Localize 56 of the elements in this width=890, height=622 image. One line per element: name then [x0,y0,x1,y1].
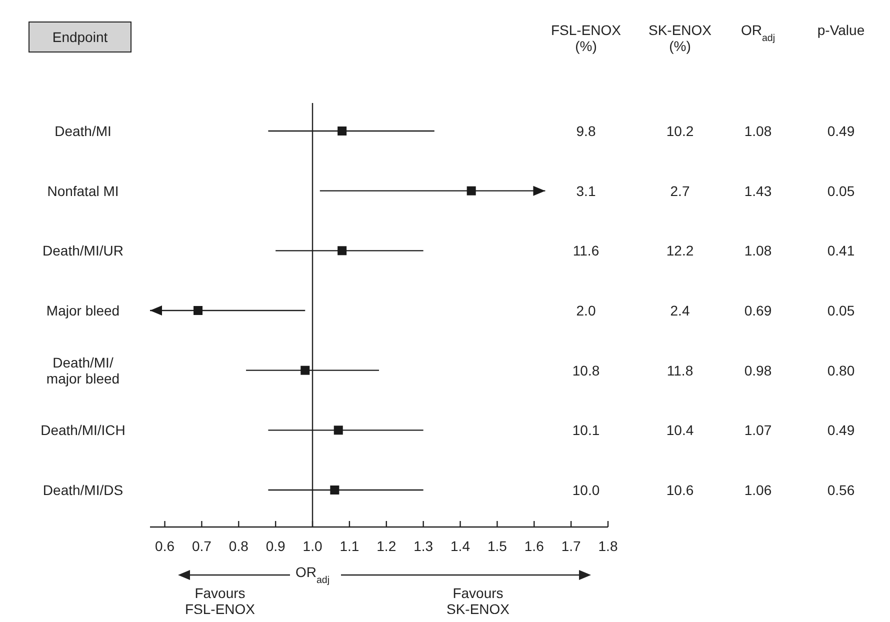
x-tick-label: 0.6 [155,538,175,554]
annotation: 3.1 [576,182,596,199]
x-axis-title: OR$_{adj}$ [295,564,330,586]
x-tick-label: 0.9 [266,538,286,554]
x-tick-label: 1.4 [450,538,470,554]
text: 2.7 [670,182,690,199]
text: 0.49 [827,123,855,139]
x-tick-label: 1.1 [340,538,360,554]
text: 10.4 [666,422,694,438]
text: Favours SK-ENOX [446,585,510,618]
x-tick-label: 1.2 [376,538,396,554]
x-tick-label: 1.5 [487,538,508,554]
text: 12.2 [666,242,694,259]
text: 0.80 [827,362,855,378]
data-label: 0.69 [744,302,772,318]
text: 0.05 [827,302,855,318]
data-label: 1.08 [744,123,772,139]
y-tick-label: Death/MI/UR [42,242,124,259]
annotation: 11.6 [572,242,600,259]
text: 2.4 [670,302,690,318]
y-tick-label: Major bleed [46,302,120,318]
data-label: 0.98 [744,362,772,378]
x-tick-label: 1.8 [598,538,618,554]
y-tick-label: Death/MI/ICH [40,422,126,438]
annotation: 10.1 [572,422,600,438]
annotation: 2.0 [576,302,596,318]
annotation: 10.8 [572,362,600,378]
annotation: 9.8 [576,123,596,139]
x-tick-label: 1.7 [561,538,582,554]
x-tick-label: 0.8 [228,538,249,554]
x-tick-label: 1.6 [524,538,544,554]
x-tick-label: 0.7 [192,538,212,554]
y-tick-label: Death/MI/DS [42,482,124,498]
text: Favours FSL-ENOX [184,585,256,618]
text: 0.41 [827,242,855,259]
y-tick-label: Death/MI/ major bleed [46,354,120,386]
text: 10.2 [666,123,694,139]
data-label: 1.43 [744,182,772,199]
text: 0.49 [827,422,855,438]
data-label: 1.06 [744,482,772,498]
text: OR$_{adj}$ [740,22,776,44]
text: SK-ENOX (%) [648,22,712,54]
data-label: 1.08 [744,242,772,259]
text: 10.6 [666,482,694,498]
x-tick-label: 1.0 [302,538,322,554]
text: Endpoint [52,29,108,45]
text: 0.56 [827,482,855,498]
text: p-Value [817,22,865,38]
data-label: 1.07 [744,422,772,438]
text: 0.05 [827,182,855,199]
x-tick-label: 1.3 [414,538,434,554]
annotation: 10.0 [572,482,600,498]
text: FSL-ENOX (%) [550,22,622,54]
y-tick-label: Death/MI [54,123,112,139]
text: 11.8 [666,362,694,378]
y-tick-label: Nonfatal MI [47,182,119,199]
